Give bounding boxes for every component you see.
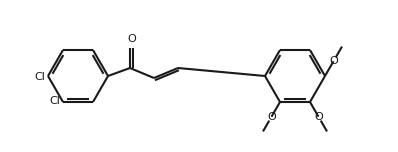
Text: O: O — [314, 112, 323, 122]
Text: O: O — [329, 56, 338, 66]
Text: O: O — [127, 34, 136, 44]
Text: O: O — [267, 112, 276, 122]
Text: Cl: Cl — [49, 96, 60, 106]
Text: Cl: Cl — [34, 72, 45, 82]
